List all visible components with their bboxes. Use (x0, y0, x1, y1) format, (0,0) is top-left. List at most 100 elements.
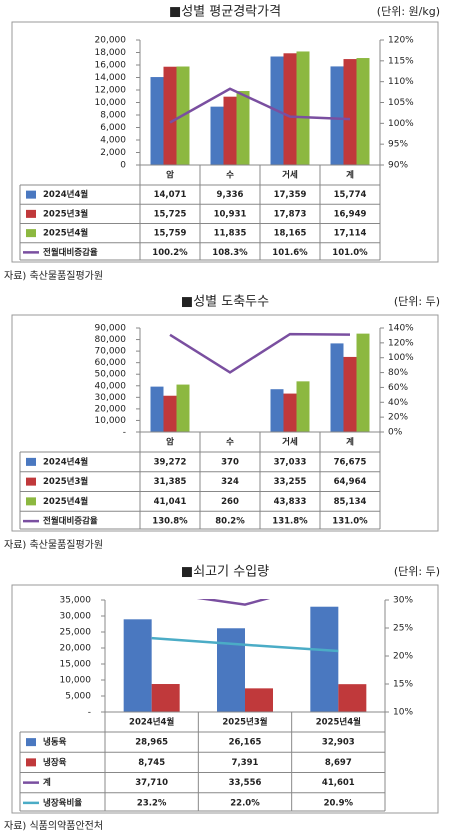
x-tick-label: 수 (226, 171, 234, 181)
data-label: 22.0% (230, 798, 260, 808)
legend-label: 2024년4월 (43, 189, 88, 200)
data-label: 130.8% (152, 517, 188, 527)
x-tick-label: 2025년3월 (222, 717, 267, 728)
bar (217, 628, 245, 712)
y-tick-label: 40,000 (95, 381, 127, 391)
bar (151, 684, 180, 712)
x-tick-label: 계 (346, 170, 354, 181)
unit-label: (단위: 원/kg) (377, 5, 440, 18)
y-tick-label: 35,000 (60, 596, 92, 606)
chart-frame (11, 584, 439, 814)
y2-tick-label: 20% (393, 652, 413, 662)
data-label: 8,697 (325, 758, 352, 768)
data-label: 15,725 (154, 209, 187, 219)
chart-frame (11, 21, 439, 263)
data-label: 26,165 (229, 738, 262, 748)
y-tick-label: - (123, 428, 126, 438)
data-label: 37,033 (274, 457, 307, 467)
plot-area (150, 51, 370, 166)
plot-area (123, 599, 367, 712)
chart-title: ■쇠고기 수입량 (181, 565, 269, 580)
y2-tick-label: 60% (388, 383, 408, 393)
legend-swatch (26, 457, 36, 466)
bar (283, 393, 297, 432)
bar (356, 333, 370, 432)
bar (296, 51, 310, 165)
bar (343, 59, 357, 165)
bar (310, 606, 339, 712)
legend-swatch (26, 229, 36, 238)
y-tick-label: 90,000 (95, 324, 127, 334)
chart-title: ■성별 도축두수 (181, 295, 269, 310)
data-label: 64,964 (334, 477, 367, 487)
y-tick-label: 10,000 (60, 676, 92, 686)
legend-label: 2025년3월 (43, 476, 88, 487)
legend-swatch (26, 190, 36, 199)
data-label: 100.2% (152, 248, 188, 258)
y-tick-label: 30,000 (95, 393, 127, 403)
bar (245, 688, 273, 712)
data-label: 11,835 (214, 229, 247, 239)
y2-tick-label: 120% (388, 36, 414, 46)
legend-swatch (26, 477, 36, 486)
legend-label: 2024년4월 (43, 456, 88, 467)
bar (283, 53, 297, 166)
y-tick-label: 5,000 (65, 692, 91, 702)
y-tick-label: 20,000 (60, 644, 92, 654)
data-label: 10,931 (214, 209, 247, 219)
data-label: 370 (221, 457, 239, 467)
data-label: 14,071 (154, 190, 187, 200)
y2-tick-label: 20% (388, 413, 408, 423)
legend-swatch (26, 758, 36, 767)
y-tick-label: 12,000 (95, 86, 127, 96)
y2-tick-label: 115% (388, 56, 414, 66)
source-note: 자료) 축산물품질평가원 (4, 270, 103, 282)
data-label: 18,165 (274, 229, 307, 239)
y-tick-label: 60,000 (95, 358, 127, 368)
data-label: 15,759 (154, 229, 187, 239)
data-label: 41,041 (154, 497, 187, 507)
legend-label: 냉동육 (43, 737, 67, 748)
data-label: 108.3% (212, 248, 248, 258)
data-label: 17,359 (274, 190, 307, 200)
chart-title: ■성별 평균경락가격 (169, 5, 281, 20)
plot-area (150, 332, 370, 432)
bar (270, 389, 284, 432)
bar (176, 384, 190, 432)
legend-label: 2025년3월 (43, 208, 88, 219)
data-label: 33,556 (229, 778, 262, 788)
bar (296, 381, 310, 432)
data-label: 41,601 (322, 778, 355, 788)
legend-label: 전월대비증감율 (43, 516, 98, 527)
y2-tick-label: 40% (388, 398, 408, 408)
data-label: 101.6% (272, 248, 308, 258)
bar (223, 96, 237, 165)
y-tick-label: 20,000 (95, 404, 127, 414)
data-label: 28,965 (135, 738, 168, 748)
bar (150, 77, 164, 165)
y-tick-label: 20,000 (95, 36, 127, 46)
y-tick-label: 8,000 (100, 111, 126, 121)
data-label: 39,272 (154, 457, 187, 467)
data-label: 85,134 (334, 497, 367, 507)
y2-tick-label: 105% (388, 98, 414, 108)
y2-tick-label: 100% (388, 353, 414, 363)
data-label: 23.2% (137, 798, 167, 808)
data-label: 17,873 (274, 209, 307, 219)
y-tick-label: 10,000 (95, 98, 127, 108)
data-label: 8,745 (138, 758, 165, 768)
y-tick-label: 80,000 (95, 335, 127, 345)
data-label: 76,675 (334, 457, 367, 467)
legend-swatch (26, 497, 36, 506)
y-tick-label: 4,000 (100, 136, 126, 146)
y2-tick-label: 140% (388, 324, 414, 334)
unit-label: (단위: 두) (394, 295, 440, 308)
x-tick-label: 수 (226, 438, 234, 448)
y2-tick-label: 80% (388, 368, 408, 378)
y2-tick-label: 90% (388, 161, 408, 171)
data-label: 324 (221, 477, 239, 487)
y2-tick-label: 95% (388, 140, 408, 150)
bar (123, 619, 152, 712)
chart: ■성별 평균경락가격 (단위: 원/kg) 자료) 축산물품질평가원 0 2,000 4,… (4, 5, 440, 283)
bar (163, 395, 177, 432)
